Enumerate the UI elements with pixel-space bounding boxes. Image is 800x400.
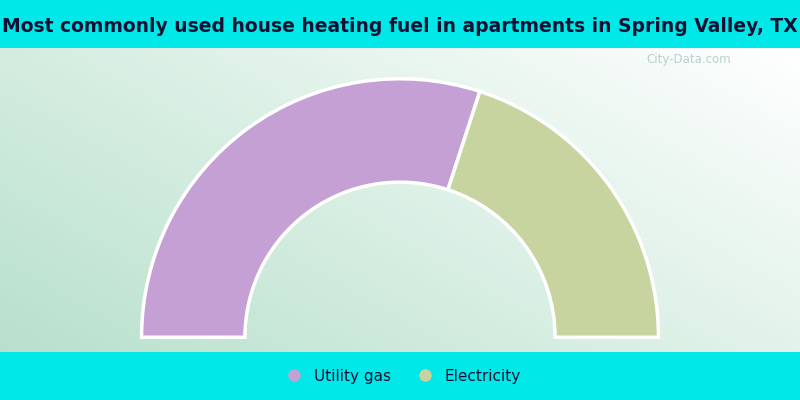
Wedge shape — [142, 79, 480, 337]
Wedge shape — [448, 92, 658, 337]
Legend: Utility gas, Electricity: Utility gas, Electricity — [273, 362, 527, 390]
Text: Most commonly used house heating fuel in apartments in Spring Valley, TX: Most commonly used house heating fuel in… — [2, 17, 798, 36]
Text: City-Data.com: City-Data.com — [646, 53, 731, 66]
